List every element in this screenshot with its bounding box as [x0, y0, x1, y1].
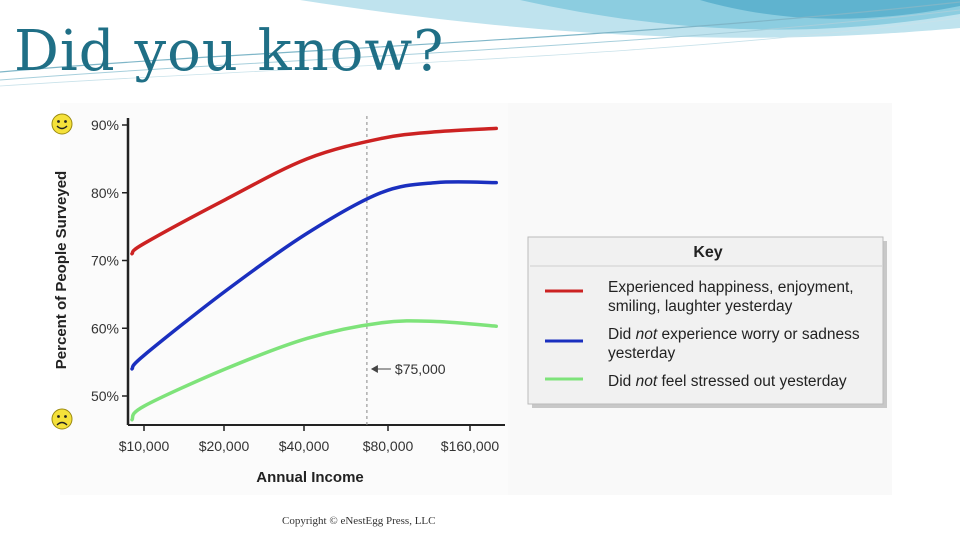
- series-group: [130, 126, 498, 422]
- legend-label-fragment: experience worry or sadness: [657, 326, 860, 343]
- y-tick-label: 90%: [91, 117, 119, 133]
- series-line-happiness: [130, 126, 498, 256]
- x-tick-label: $20,000: [199, 438, 250, 454]
- legend-label-fragment: not: [636, 326, 658, 343]
- legend-label-line: Did not feel stressed out yesterday: [608, 373, 847, 390]
- legend-label-happiness: Experienced happiness, enjoyment, smilin…: [608, 279, 858, 315]
- slide-title: Did you know?: [14, 19, 445, 84]
- y-tick-label: 70%: [91, 253, 119, 269]
- y-ticks: 50% 60% 70% 80% 90%: [91, 117, 128, 404]
- series-line-stress: [130, 319, 498, 422]
- legend-label-fragment: not: [636, 373, 658, 390]
- legend-label-line: yesterday: [608, 345, 675, 362]
- frowning-face-icon: [51, 408, 73, 430]
- swoosh-line-2: [0, 9, 960, 81]
- swoosh-line-1: [0, 1, 960, 73]
- legend-title: Key: [693, 244, 722, 261]
- smiley-face-icon: [51, 113, 73, 135]
- swoosh-band-dark: [700, 0, 960, 19]
- y-tick-label: 60%: [91, 320, 119, 336]
- series-line-worry: [130, 180, 498, 371]
- y-tick-label: 50%: [91, 388, 119, 404]
- y-axis-label: Percent of People Surveyed: [53, 171, 70, 369]
- legend-label-stress: Did not feel stressed out yesterday: [608, 373, 847, 390]
- y-tick-label: 80%: [91, 185, 119, 201]
- x-axis-label: Annual Income: [256, 469, 364, 486]
- x-tick-label: $40,000: [279, 438, 330, 454]
- x-tick-label: $160,000: [441, 438, 500, 454]
- legend-label-fragment: feel stressed out yesterday: [657, 373, 847, 390]
- legend-label-fragment: Did: [608, 326, 636, 343]
- swoosh-line-3: [0, 17, 960, 87]
- legend-label-happiness-line-2: smiling, laughter yesterday: [608, 298, 793, 315]
- copyright-notice: Copyright © eNestEgg Press, LLC: [282, 515, 436, 527]
- legend-label-line: Did not experience worry or sadness: [608, 326, 860, 343]
- legend-label-happiness-line-1: Experienced happiness, enjoyment,: [608, 279, 854, 296]
- legend-box: [527, 236, 884, 405]
- x-tick-label: $10,000: [119, 438, 170, 454]
- legend-label-worry: Did not experience worry or sadness yeste…: [608, 326, 860, 362]
- x-tick-label: $80,000: [363, 438, 414, 454]
- legend: Key Experienced happiness, enjoyment, sm…: [527, 236, 887, 408]
- legend-label-fragment: Did: [608, 373, 636, 390]
- threshold-label: $75,000: [395, 361, 446, 377]
- threshold-annotation: $75,000: [370, 361, 446, 377]
- header-swoosh: [0, 0, 960, 87]
- threshold-arrowhead: [370, 365, 378, 373]
- x-ticks: $10,000 $20,000 $40,000 $80,000 $160,000: [119, 425, 500, 454]
